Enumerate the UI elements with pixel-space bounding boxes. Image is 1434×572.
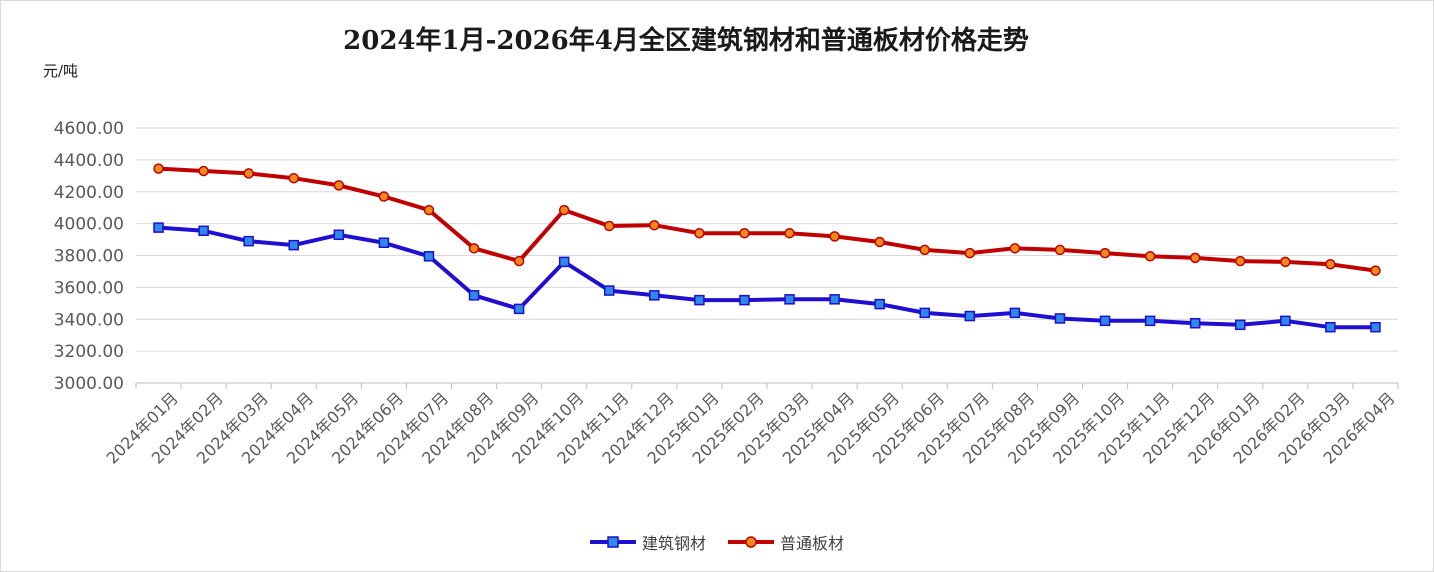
- data-point-series-1[interactable]: [964, 247, 976, 259]
- y-tick-label: 3400.00: [54, 310, 124, 330]
- data-point-series-1[interactable]: [1054, 244, 1066, 256]
- data-point-series-0[interactable]: [468, 290, 480, 301]
- data-point-series-1[interactable]: [288, 172, 299, 184]
- legend: 建筑钢材 普通板材: [0, 530, 1434, 554]
- data-point-series-0[interactable]: [1325, 321, 1336, 333]
- data-point-series-0[interactable]: [874, 298, 885, 310]
- series-line-1: [156, 166, 1378, 273]
- data-point-series-0[interactable]: [1189, 317, 1201, 329]
- data-point-series-0[interactable]: [964, 310, 976, 322]
- data-point-series-0[interactable]: [288, 239, 299, 251]
- data-point-series-1[interactable]: [604, 220, 615, 232]
- data-point-series-1[interactable]: [558, 204, 570, 216]
- data-point-series-1[interactable]: [198, 165, 209, 177]
- data-point-series-0[interactable]: [513, 303, 525, 315]
- x-axis-ticks: 2024年01月2024年02月2024年03月2024年04月2024年05月…: [103, 383, 1399, 468]
- series-line-0: [156, 225, 1378, 330]
- data-point-series-1[interactable]: [423, 204, 435, 216]
- data-point-series-0[interactable]: [1235, 319, 1246, 331]
- y-tick-label: 3800.00: [54, 247, 124, 267]
- data-point-series-0[interactable]: [739, 294, 750, 306]
- gridlines: [136, 127, 1398, 384]
- legend-swatch-circle-icon: [728, 536, 774, 548]
- data-point-series-0[interactable]: [784, 294, 795, 305]
- y-tick-label: 3600.00: [54, 278, 124, 298]
- legend-label: 普通板材: [780, 534, 845, 553]
- data-point-series-1[interactable]: [153, 163, 164, 174]
- data-point-series-0[interactable]: [919, 307, 930, 319]
- y-tick-label: 4000.00: [54, 215, 124, 235]
- data-point-series-1[interactable]: [513, 255, 525, 267]
- data-point-series-1[interactable]: [1099, 247, 1111, 259]
- data-point-series-1[interactable]: [1009, 243, 1021, 254]
- chart-title: 2024年1月-2026年4月全区建筑钢材和普通板材价格走势: [343, 26, 1029, 56]
- data-point-series-1[interactable]: [829, 231, 840, 242]
- data-point-series-1[interactable]: [874, 236, 885, 248]
- y-tick-label: 4600.00: [54, 119, 124, 139]
- y-tick-label: 3200.00: [54, 342, 124, 362]
- data-point-series-0[interactable]: [604, 285, 615, 296]
- data-point-series-1[interactable]: [739, 227, 750, 239]
- data-point-series-0[interactable]: [1009, 307, 1021, 319]
- y-tick-label: 3000.00: [54, 374, 124, 394]
- data-point-series-0[interactable]: [694, 294, 705, 306]
- y-axis-unit-label: 元/吨: [43, 62, 79, 80]
- data-point-series-1[interactable]: [919, 244, 930, 256]
- data-point-series-0[interactable]: [1144, 315, 1156, 327]
- data-point-series-1[interactable]: [649, 219, 660, 231]
- data-point-series-0[interactable]: [1280, 315, 1291, 327]
- series-layer: [153, 163, 1381, 333]
- data-point-series-0[interactable]: [829, 294, 840, 305]
- data-point-series-0[interactable]: [153, 222, 164, 233]
- y-tick-label: 4400.00: [54, 151, 124, 171]
- data-point-series-1[interactable]: [378, 191, 390, 202]
- legend-item-series-0[interactable]: 建筑钢材: [589, 530, 706, 554]
- data-point-series-0[interactable]: [1099, 315, 1111, 327]
- data-point-series-0[interactable]: [423, 251, 435, 262]
- data-point-series-0[interactable]: [649, 290, 660, 301]
- data-point-series-0[interactable]: [198, 225, 209, 237]
- data-point-series-0[interactable]: [558, 256, 570, 268]
- data-point-series-0[interactable]: [378, 237, 390, 248]
- data-point-series-1[interactable]: [1235, 255, 1246, 267]
- data-point-series-1[interactable]: [1280, 256, 1291, 268]
- legend-item-series-1[interactable]: 普通板材: [728, 530, 844, 554]
- data-point-series-1[interactable]: [1370, 265, 1381, 276]
- data-point-series-1[interactable]: [333, 180, 345, 191]
- data-point-series-1[interactable]: [694, 227, 705, 239]
- data-point-series-1[interactable]: [784, 227, 795, 239]
- data-point-series-1[interactable]: [1189, 252, 1201, 264]
- legend-label: 建筑钢材: [641, 534, 706, 553]
- data-point-series-0[interactable]: [1054, 313, 1066, 324]
- y-tick-label: 4200.00: [54, 183, 124, 203]
- data-point-series-1[interactable]: [243, 168, 254, 179]
- y-axis-ticks: 3000.00 3200.00 3400.00 3600.00 3800.00 4000.…: [54, 119, 124, 394]
- data-point-series-0[interactable]: [243, 235, 254, 247]
- data-point-series-0[interactable]: [1370, 321, 1381, 333]
- legend-swatch-square-icon: [589, 536, 636, 548]
- data-point-series-1[interactable]: [1325, 259, 1336, 270]
- data-point-series-0[interactable]: [333, 229, 345, 241]
- data-point-series-1[interactable]: [468, 243, 480, 254]
- data-point-series-1[interactable]: [1144, 251, 1156, 262]
